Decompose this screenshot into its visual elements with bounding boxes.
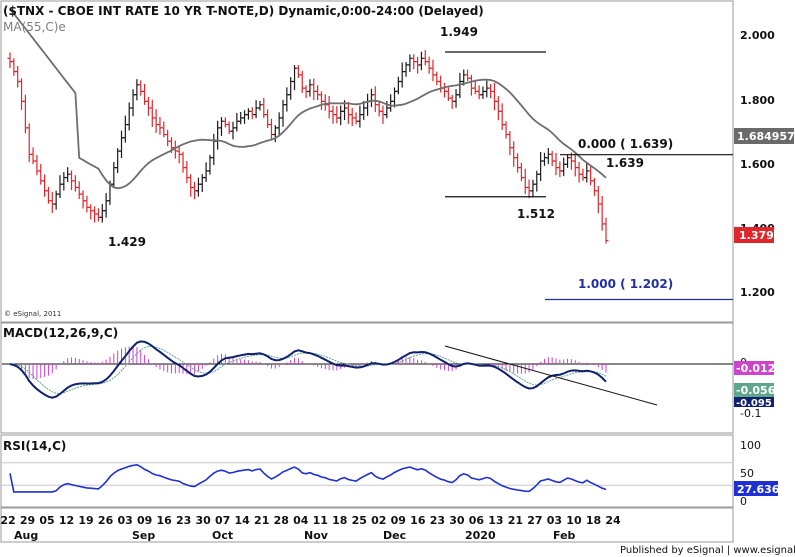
x-tick-label: 05 bbox=[39, 514, 54, 527]
x-tick-label: 21 bbox=[508, 514, 523, 527]
x-tick-label: 13 bbox=[488, 514, 503, 527]
price-panel bbox=[0, 0, 734, 323]
y-tick-1800: 1.800 bbox=[740, 94, 775, 107]
rsi-value-box bbox=[734, 481, 778, 496]
x-month-label: Sep bbox=[132, 529, 155, 542]
macd-tick-neg: -0.1 bbox=[740, 407, 761, 420]
rsi-value-text: 27.636 bbox=[737, 483, 780, 496]
x-tick-label: 06 bbox=[469, 514, 485, 527]
macd-signal-line bbox=[9, 345, 607, 394]
price-value-text: 1.379 bbox=[739, 229, 774, 242]
rsi-tick-50: 50 bbox=[740, 467, 754, 480]
x-tick-label: 18 bbox=[332, 514, 347, 527]
macd-panel bbox=[0, 322, 734, 434]
macd-line-box bbox=[734, 397, 774, 407]
x-tick-label: 09 bbox=[137, 514, 152, 527]
rsi-tick-100: 100 bbox=[740, 439, 761, 452]
x-tick-label: 23 bbox=[430, 514, 445, 527]
x-tick-label: 28 bbox=[274, 514, 289, 527]
x-tick-label: 03 bbox=[547, 514, 562, 527]
macd-label: MACD(12,26,9,C) bbox=[3, 326, 118, 340]
x-tick-label: 30 bbox=[196, 514, 212, 527]
x-tick-label: 25 bbox=[352, 514, 367, 527]
x-tick-label: 26 bbox=[98, 514, 114, 527]
chart-title: ($TNX - CBOE INT RATE 10 YR T-NOTE,D) Dy… bbox=[3, 4, 484, 18]
swing-low-label: 1.512 bbox=[517, 207, 555, 221]
x-tick-label: 12 bbox=[59, 514, 74, 527]
ma-value-text: 1.684957 bbox=[737, 130, 795, 143]
x-tick-label: 07 bbox=[215, 514, 230, 527]
x-tick-label: 16 bbox=[156, 514, 172, 527]
x-tick-label: 23 bbox=[176, 514, 191, 527]
macd-layer bbox=[2, 340, 733, 406]
price-layer bbox=[7, 50, 609, 244]
x-axis-panel bbox=[0, 507, 734, 543]
x-tick-label: 18 bbox=[586, 514, 601, 527]
fib-1-label: 1.000 ( 1.202) bbox=[578, 277, 673, 291]
macd-hist-box bbox=[734, 361, 774, 375]
x-tick-label: 10 bbox=[566, 514, 582, 527]
x-month-label: Feb bbox=[553, 529, 576, 542]
x-month-label: Oct bbox=[212, 529, 233, 542]
macd-line bbox=[9, 340, 607, 399]
y-tick-1200: 1.200 bbox=[740, 286, 775, 299]
macd-line-value: -0.095 bbox=[736, 398, 772, 409]
rsi-layer bbox=[2, 462, 733, 493]
x-tick-label: 30 bbox=[449, 514, 465, 527]
fib-0-label: 0.000 ( 1.639) bbox=[578, 137, 673, 151]
x-tick-label: 24 bbox=[605, 514, 621, 527]
y-tick-2000: 2.000 bbox=[740, 29, 775, 42]
ma-label: MA(55,C)e bbox=[3, 20, 66, 34]
rsi-line bbox=[9, 463, 607, 493]
rsi-label: RSI(14,C) bbox=[3, 439, 66, 453]
macd-signal-box bbox=[734, 383, 774, 397]
rsi-panel bbox=[0, 434, 734, 508]
axis-layer: 22 29 05 12 19 26 03 09 16 23 30 07 14 21 28 04 11 18 25 02… bbox=[0, 51, 733, 542]
copyright-text: © eSignal, 2011 bbox=[4, 310, 61, 318]
x-tick-label: 04 bbox=[293, 514, 309, 527]
price-value-box bbox=[734, 227, 774, 243]
x-month-label: 2020 bbox=[465, 529, 496, 542]
macd-hist-value: -0.012 bbox=[736, 362, 775, 375]
macd-signal-value: -0.056 bbox=[736, 384, 776, 397]
ma-layer bbox=[9, 8, 607, 190]
price-bar bbox=[603, 217, 609, 244]
x-tick-label: 02 bbox=[371, 514, 386, 527]
x-tick-label: 09 bbox=[391, 514, 406, 527]
x-tick-label: 16 bbox=[410, 514, 426, 527]
rsi-tick-0: 0 bbox=[740, 495, 747, 508]
x-tick-label: 27 bbox=[527, 514, 542, 527]
ma-value-box bbox=[734, 128, 794, 144]
x-month-label: Dec bbox=[383, 529, 406, 542]
moving-average-line bbox=[9, 8, 607, 190]
x-tick-label: 29 bbox=[20, 514, 35, 527]
y-tick-1600: 1.600 bbox=[740, 158, 775, 171]
x-tick-label: 21 bbox=[254, 514, 269, 527]
high-label: 1.949 bbox=[440, 25, 478, 39]
x-tick-label: 03 bbox=[117, 514, 132, 527]
x-tick-label: 19 bbox=[78, 514, 93, 527]
footer-text: Published by eSignal | www.esignal.com bbox=[620, 545, 795, 556]
macd-trendline bbox=[444, 345, 658, 406]
x-tick-label: 22 bbox=[0, 514, 15, 527]
x-tick-label: 11 bbox=[313, 514, 328, 527]
swing-high-label: 1.639 bbox=[606, 156, 644, 170]
low-label: 1.429 bbox=[108, 235, 146, 249]
x-tick-label: 14 bbox=[235, 514, 251, 527]
x-month-label: Aug bbox=[14, 529, 38, 542]
x-month-label: Nov bbox=[304, 529, 329, 542]
